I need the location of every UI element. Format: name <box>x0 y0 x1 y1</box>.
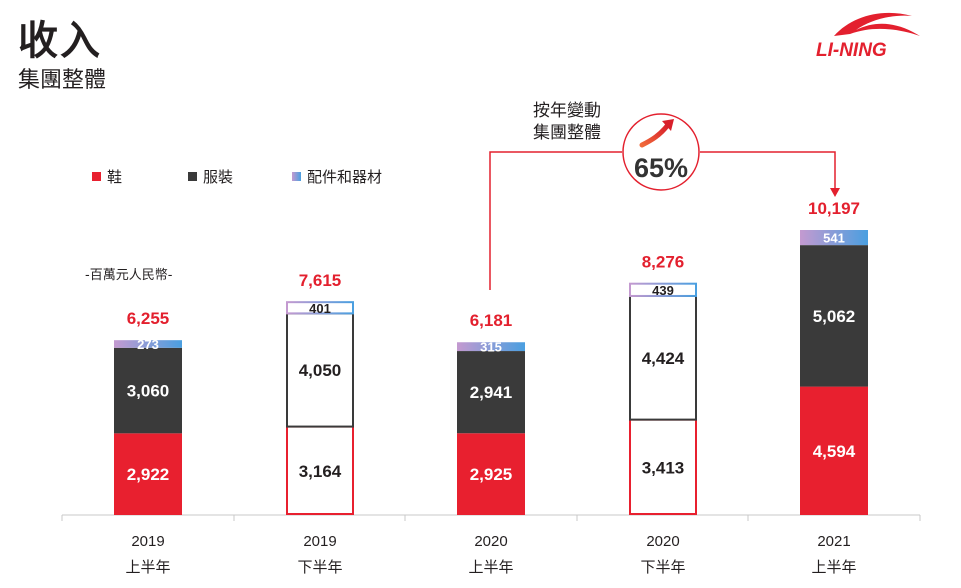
legend-swatch-shoes <box>92 172 101 181</box>
x-tick-label-year: 2021 <box>817 533 850 550</box>
legend-swatch-apparel <box>188 172 197 181</box>
x-tick-label-half: 上半年 <box>811 559 856 576</box>
legend-item-shoes: 鞋 <box>92 166 122 187</box>
value-label-apparel: 5,062 <box>813 307 856 326</box>
x-tick-label-half: 下半年 <box>297 559 342 576</box>
value-label-accessories: 439 <box>652 283 674 298</box>
page-subtitle: 集團整體 <box>18 68 107 93</box>
x-tick-label-year: 2020 <box>474 533 507 550</box>
value-label-accessories: 541 <box>823 231 845 246</box>
legend-label-accessories: 配件和器材 <box>307 168 383 186</box>
legend-swatch-accessories <box>292 172 301 181</box>
legend-item-apparel: 服裝 <box>188 166 233 187</box>
bar-segment-shoes <box>457 433 525 515</box>
x-tick-label-year: 2019 <box>131 533 164 550</box>
total-label: 8,276 <box>642 253 685 272</box>
logo-swoosh-icon <box>834 12 920 36</box>
value-label-accessories: 315 <box>480 340 502 355</box>
bar-segment-apparel <box>629 294 697 421</box>
bar-segment-apparel <box>800 245 868 387</box>
brand-logo: LI-NING <box>812 6 932 70</box>
legend-label-apparel: 服裝 <box>203 168 234 186</box>
total-label: 10,197 <box>808 199 860 218</box>
yoy-caption-line1: 按年變動 <box>533 101 601 121</box>
x-tick-label-year: 2019 <box>303 533 336 550</box>
bar-segment-shoes <box>286 425 354 516</box>
value-label-shoes: 2,922 <box>127 465 170 484</box>
page-title: 收入 <box>18 18 102 64</box>
value-label-accessories: 273 <box>137 337 159 352</box>
x-tick-label-half: 下半年 <box>640 559 685 576</box>
trend-up-arrowhead-icon <box>662 119 674 131</box>
bar-segment-accessories <box>114 340 182 348</box>
total-label: 6,181 <box>470 311 513 330</box>
value-label-apparel: 2,941 <box>470 383 513 402</box>
bar-segment-accessories <box>286 301 354 315</box>
total-label: 6,255 <box>127 309 170 328</box>
yoy-circle <box>622 113 700 191</box>
total-label: 7,615 <box>299 271 342 290</box>
yoy-caption: 按年變動 集團整體 <box>508 100 626 144</box>
bar-segment-apparel <box>457 351 525 434</box>
bar-segment-apparel <box>286 312 354 428</box>
yoy-arrowhead-icon <box>830 188 840 197</box>
bar-segment-shoes <box>800 386 868 515</box>
value-label-shoes: 3,164 <box>299 462 342 481</box>
yoy-connector-line <box>489 151 836 290</box>
legend-label-shoes: 鞋 <box>107 168 123 186</box>
x-tick-label-half: 上半年 <box>125 559 170 576</box>
legend-item-accessories: 配件和器材 <box>292 166 382 187</box>
logo-text: LI-NING <box>816 40 887 61</box>
value-label-accessories: 401 <box>309 301 331 316</box>
bar-segment-accessories <box>629 282 697 297</box>
yoy-caption-line2: 集團整體 <box>533 123 601 143</box>
x-tick-label-year: 2020 <box>646 533 679 550</box>
value-label-apparel: 4,424 <box>642 349 685 368</box>
value-label-shoes: 4,594 <box>813 442 856 461</box>
bar-segment-apparel <box>114 347 182 434</box>
value-label-shoes: 2,925 <box>470 465 513 484</box>
value-label-apparel: 4,050 <box>299 361 342 380</box>
value-label-apparel: 3,060 <box>127 382 170 401</box>
bar-segment-accessories <box>800 230 868 246</box>
yoy-value: 65% <box>634 153 688 183</box>
bar-segment-accessories <box>457 342 525 352</box>
trend-up-arrow-icon <box>639 123 670 148</box>
value-label-shoes: 3,413 <box>642 458 685 477</box>
unit-label: -百萬元人民幣- <box>85 268 173 283</box>
x-tick-label-half: 上半年 <box>468 559 513 576</box>
bar-segment-shoes <box>114 433 182 515</box>
